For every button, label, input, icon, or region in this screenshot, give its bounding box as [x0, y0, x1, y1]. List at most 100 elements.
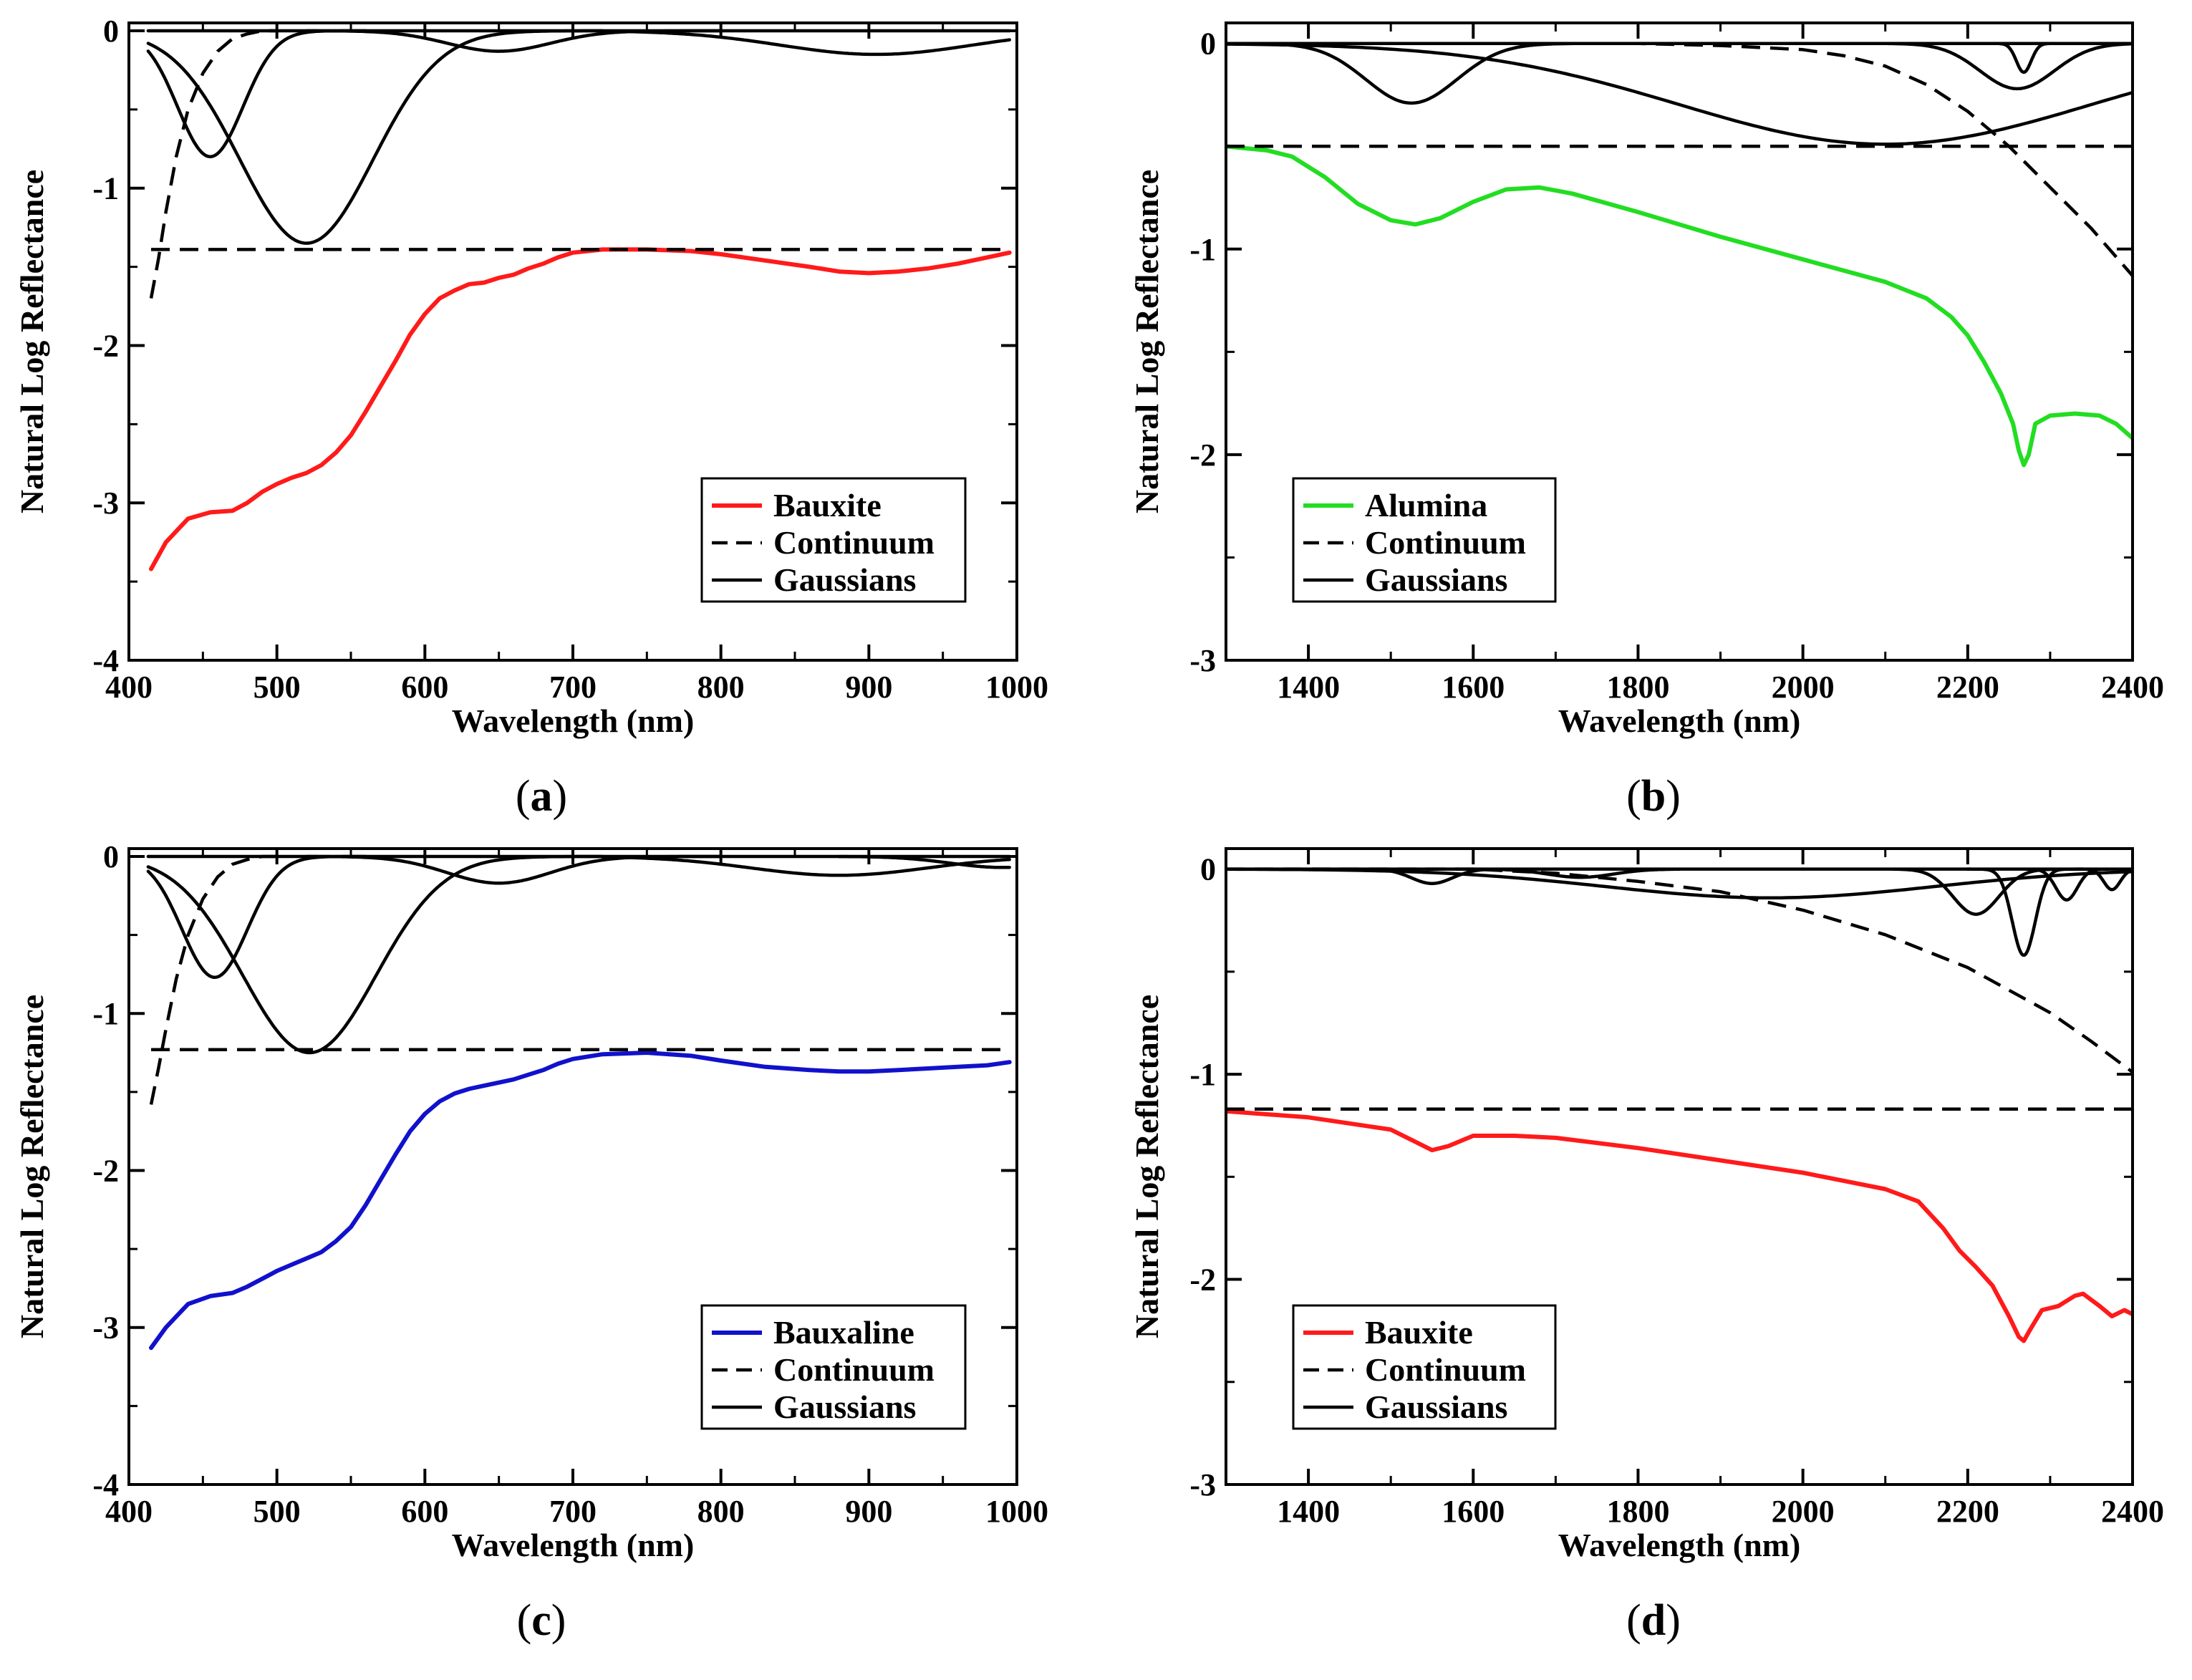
caption-letter: b [1641, 772, 1666, 821]
x-tick-label: 1600 [1442, 1494, 1505, 1529]
x-tick-label: 600 [401, 670, 448, 705]
x-axis-title: Wavelength (nm) [1558, 1527, 1801, 1563]
caption-letter: d [1641, 1596, 1666, 1645]
x-tick-label: 900 [845, 1494, 892, 1529]
legend-label-continuum: Continuum [773, 524, 935, 561]
x-tick-label: 2400 [2101, 1494, 2164, 1529]
chart-panel-b: 1400 1600 1800 2000 2200 2400 0 -1 -2 -3 Wavelengt… [1129, 21, 2164, 821]
caption-letter: a [531, 772, 553, 821]
x-tick-label: 2000 [1772, 1494, 1835, 1529]
series-gaussian-5 [304, 854, 723, 885]
legend-label-gaussians: Gaussians [1365, 561, 1507, 598]
panel-caption: (d) [1626, 1596, 1681, 1645]
series-gaussian-4 [1226, 42, 2133, 146]
caption-paren-close: ) [1666, 1596, 1681, 1645]
y-tick-label: 0 [103, 839, 119, 874]
legend-label-bauxite: Bauxite [1365, 1314, 1473, 1351]
x-tick-label: 1000 [985, 670, 1048, 705]
plot-frame [1225, 847, 2134, 1486]
y-tick-label: -3 [1189, 1467, 1216, 1502]
series-spectrum-bauxite-0 [149, 247, 1012, 571]
x-axis-title: Wavelength (nm) [1558, 703, 1801, 739]
legend-label-bauxite: Bauxite [773, 487, 882, 523]
series-gaussian-6 [601, 29, 1011, 57]
x-tick-label: 1800 [1606, 1494, 1669, 1529]
caption-letter: c [531, 1596, 551, 1645]
legend-label-gaussians: Gaussians [773, 561, 916, 598]
x-tick-label: 700 [549, 670, 597, 705]
x-tick-label: 1400 [1277, 670, 1340, 705]
y-axis-title: Natural Log Reflectance [14, 995, 50, 1338]
plot-area [146, 854, 1012, 1351]
x-axis-title: Wavelength (nm) [452, 1527, 695, 1563]
plot-area [1226, 867, 2133, 1343]
legend-label-alumina: Alumina [1365, 487, 1487, 523]
y-tick-label: -1 [92, 996, 119, 1031]
x-tick-label: 400 [105, 670, 153, 705]
chart-panel-a: 400 500 600 700 800 900 1000 0 -1 -2 -3 -4 Wavelengt… [14, 14, 1048, 821]
plot-area [146, 29, 1012, 571]
panel-caption: (b) [1626, 772, 1681, 821]
y-tick-label: -1 [92, 171, 119, 206]
legend-label-continuum: Continuum [1365, 524, 1526, 561]
caption-paren-close: ) [1666, 772, 1681, 821]
chart-panel-c: 400 500 600 700 800 900 1000 0 -1 -2 -3 -4 Wavelengt… [14, 839, 1048, 1645]
y-tick-label: -4 [92, 643, 119, 678]
x-tick-label: 2200 [1936, 670, 1999, 705]
x-tick-label: 1400 [1277, 1494, 1340, 1529]
legend-label-gaussians: Gaussians [1365, 1389, 1507, 1425]
x-tick-label: 1000 [985, 1494, 1048, 1529]
x-tick-label: 800 [697, 670, 745, 705]
series-gaussian-6 [1966, 42, 2085, 74]
x-tick-label: 1600 [1442, 670, 1505, 705]
y-axis-title: Natural Log Reflectance [1129, 995, 1165, 1338]
caption-paren-open: ( [517, 1596, 532, 1645]
y-tick-label: -3 [92, 1310, 119, 1346]
x-tick-label: 1800 [1606, 670, 1669, 705]
y-tick-label: -3 [1189, 643, 1216, 678]
series-gaussian-5 [1226, 867, 2133, 899]
y-tick-label: -4 [92, 1467, 119, 1502]
x-tick-label: 2400 [2101, 670, 2164, 705]
legend-label-continuum: Continuum [1365, 1351, 1526, 1388]
series-continuum-curve-2 [149, 854, 277, 1105]
panel-caption: (a) [516, 772, 567, 821]
y-tick-label: 0 [1200, 26, 1216, 62]
y-tick-label: -2 [92, 328, 119, 363]
y-tick-label: -1 [1189, 232, 1216, 267]
series-gaussian-6 [601, 855, 1011, 877]
y-axis-title: Natural Log Reflectance [14, 170, 50, 513]
x-tick-label: 2000 [1772, 670, 1835, 705]
legend-label-continuum: Continuum [773, 1351, 935, 1388]
caption-paren-open: ( [516, 772, 531, 821]
caption-paren-open: ( [1626, 1596, 1641, 1645]
y-tick-label: -2 [92, 1153, 119, 1188]
x-tick-label: 500 [254, 1494, 301, 1529]
plot-frame [1225, 21, 2134, 662]
series-gaussian-gaussians-3 [146, 29, 367, 159]
x-tick-label: 900 [845, 670, 892, 705]
panel-caption: (c) [517, 1596, 566, 1645]
plot-area [1226, 42, 2133, 468]
x-tick-label: 500 [254, 670, 301, 705]
caption-paren-close: ) [551, 1596, 566, 1645]
x-tick-label: 2200 [1936, 1494, 1999, 1529]
series-gaussian-6 [1891, 867, 2060, 916]
y-tick-label: 0 [103, 14, 119, 49]
y-tick-label: -2 [1189, 1263, 1216, 1298]
x-tick-label: 800 [697, 1494, 745, 1529]
x-tick-label: 600 [401, 1494, 448, 1529]
caption-paren-close: ) [553, 772, 568, 821]
y-tick-label: -1 [1189, 1057, 1216, 1092]
x-tick-label: 700 [549, 1494, 597, 1529]
caption-paren-open: ( [1626, 772, 1641, 821]
series-spectrum-bauxaline-0 [149, 1051, 1012, 1351]
y-tick-label: 0 [1200, 852, 1216, 887]
series-spectrum-alumina-0 [1226, 144, 2133, 468]
x-axis-title: Wavelength (nm) [452, 703, 695, 739]
